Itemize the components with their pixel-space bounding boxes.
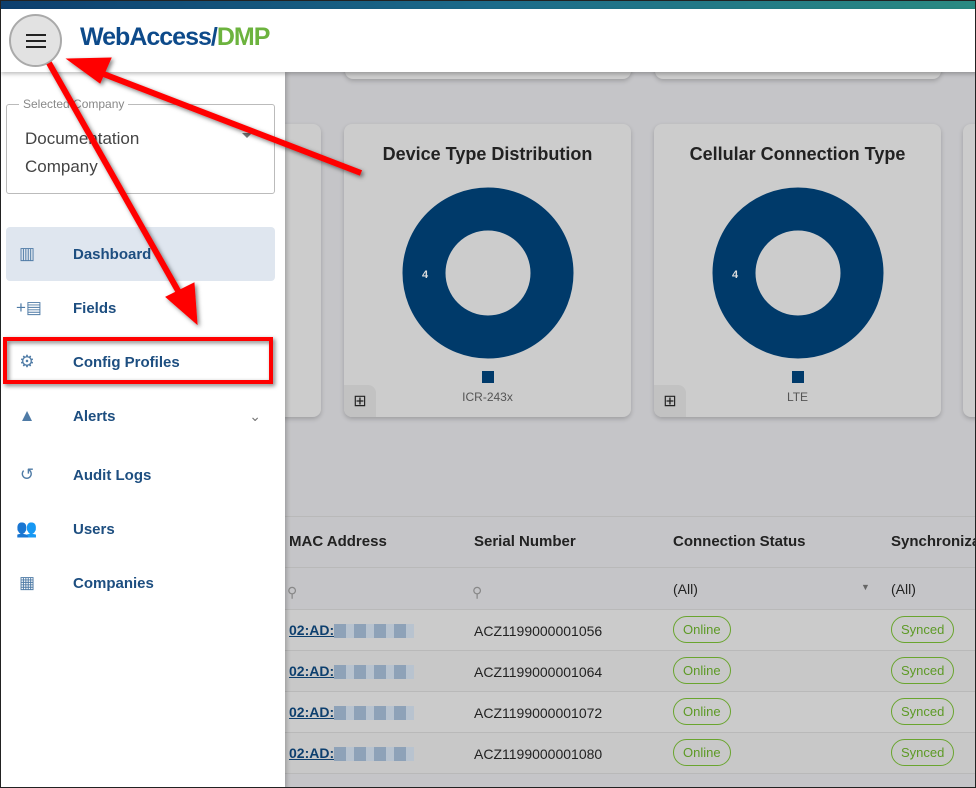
widget-card-partial: [963, 124, 975, 417]
table-row[interactable]: 02:AD: ACZ1199000001064 Online Synced: [285, 651, 975, 692]
history-icon: ↺: [19, 465, 35, 484]
card-title: Cellular Connection Type: [689, 144, 906, 164]
logo: WebAccess/DMP: [80, 23, 270, 51]
gear-icon: ⚙: [19, 352, 35, 371]
column-header-mac[interactable]: MAC Address: [289, 533, 387, 550]
users-icon: 👥: [16, 519, 38, 538]
filter-row: ⚲ ⚲ (All) ▼ (All): [285, 568, 975, 610]
hamburger-icon: [25, 39, 46, 42]
serial-number: ACZ1199000001064: [474, 664, 603, 680]
mac-link[interactable]: 02:AD:: [289, 663, 415, 680]
serial-number: ACZ1199000001072: [474, 705, 603, 721]
mac-filter-search-icon[interactable]: ⚲: [287, 584, 298, 600]
dashboard-main: Device Type Distribution 4 ICR-243x ⊞ Ce…: [265, 52, 976, 787]
sidebar-item-alerts[interactable]: ▲ Alerts ⌄: [6, 389, 275, 443]
fields-icon: +▤: [16, 298, 42, 317]
data-label: 4: [732, 269, 739, 281]
sidebar-item-label: Users: [73, 520, 115, 538]
donut-slice[interactable]: [712, 187, 884, 359]
legend-label: ICR-243x: [462, 390, 513, 404]
chart-card: Cellular Connection Type 4 LTE ⊞: [654, 124, 941, 417]
data-label: 4: [422, 269, 429, 281]
sync-badge: Synced: [891, 739, 955, 766]
building-icon: ▦: [18, 573, 36, 592]
sidebar: Selected Company Documentation Company ▥…: [1, 72, 285, 787]
legend-swatch: [482, 371, 494, 383]
sidebar-item-label: Config Profiles: [73, 353, 180, 371]
app-header: WebAccess/DMP: [1, 9, 975, 72]
mac-link[interactable]: 02:AD:: [289, 704, 415, 721]
sidebar-item-dashboard[interactable]: ▥ Dashboard: [6, 227, 275, 281]
donut-slice[interactable]: [402, 187, 574, 359]
redacted-mask: [334, 747, 415, 762]
status-badge: Online: [673, 698, 731, 725]
bar-chart-icon: ▥: [18, 244, 36, 263]
status-badge: Online: [673, 616, 731, 643]
redacted-mask: [334, 624, 415, 639]
serial-number: ACZ1199000001056: [474, 623, 603, 639]
sync-badge: Synced: [891, 657, 955, 684]
sidebar-item-fields[interactable]: +▤ Fields: [6, 281, 275, 335]
status-filter-select[interactable]: (All): [673, 581, 698, 597]
chevron-down-icon[interactable]: ▼: [861, 582, 870, 592]
sidebar-item-label: Audit Logs: [73, 466, 152, 484]
sync-filter-select[interactable]: (All): [891, 581, 916, 597]
mac-link[interactable]: 02:AD:: [289, 745, 415, 762]
serial-filter-search-icon[interactable]: ⚲: [472, 584, 483, 600]
mac-link[interactable]: 02:AD:: [289, 622, 415, 639]
sidebar-item-label: Alerts: [73, 407, 116, 425]
table-header-row: MAC Address Serial Number Connection Sta…: [285, 516, 976, 568]
sidebar-item-label: Companies: [73, 574, 154, 592]
table-row[interactable]: 02:AD: ACZ1199000001080 Online Synced: [285, 733, 975, 774]
column-header-sync[interactable]: Synchroniza: [891, 533, 976, 550]
company-select[interactable]: Selected Company Documentation Company: [6, 97, 275, 194]
donut-chart: 4: [712, 187, 884, 359]
redacted-mask: [334, 706, 415, 721]
sidebar-item-config-profiles[interactable]: ⚙ Config Profiles: [6, 335, 275, 389]
card-title: Device Type Distribution: [382, 144, 593, 164]
table-refresh-icon[interactable]: ⊞: [344, 385, 376, 417]
sidebar-item-label: Fields: [73, 299, 117, 317]
sidebar-item-companies[interactable]: ▦ Companies: [6, 556, 275, 610]
sync-badge: Synced: [891, 616, 955, 643]
table-refresh-icon[interactable]: ⊞: [654, 385, 686, 417]
warning-icon: ▲: [18, 406, 36, 425]
sidebar-item-label: Dashboard: [73, 245, 152, 263]
dropdown-caret-icon: [242, 133, 252, 138]
status-badge: Online: [673, 739, 731, 766]
sync-badge: Synced: [891, 698, 955, 725]
table-row[interactable]: 02:AD: ACZ1199000001056 Online Synced: [285, 610, 975, 651]
chevron-down-icon[interactable]: ⌄: [249, 407, 261, 424]
column-header-serial[interactable]: Serial Number: [474, 533, 576, 550]
sidebar-item-users[interactable]: 👥 Users: [6, 502, 275, 556]
top-accent-bar: [1, 1, 975, 9]
redacted-mask: [334, 665, 415, 680]
sidebar-item-audit-logs[interactable]: ↺ Audit Logs: [6, 448, 275, 502]
serial-number: ACZ1199000001080: [474, 746, 603, 762]
legend-swatch: [792, 371, 804, 383]
table-row[interactable]: 02:AD: ACZ1199000001072 Online Synced: [285, 692, 975, 733]
donut-chart: 4: [402, 187, 574, 359]
chart-card: Device Type Distribution 4 ICR-243x ⊞: [344, 124, 631, 417]
legend-label: LTE: [786, 390, 809, 404]
hamburger-menu-button[interactable]: [9, 14, 62, 67]
status-badge: Online: [673, 657, 731, 684]
column-header-status[interactable]: Connection Status: [673, 533, 806, 550]
